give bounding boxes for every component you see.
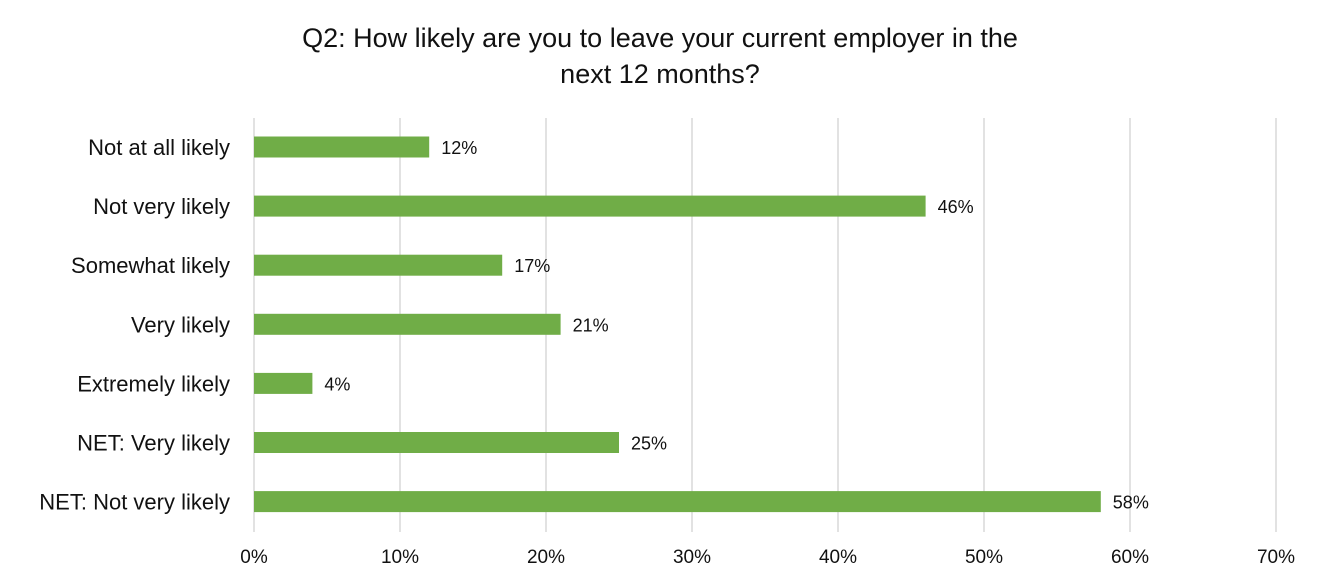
category-label: NET: Very likely bbox=[77, 431, 230, 456]
x-axis-tick-labels: 0% 10% 20% 30% 40% 50% 60% 70% bbox=[240, 547, 1295, 568]
bars bbox=[254, 136, 1101, 513]
x-tick-label: 50% bbox=[965, 547, 1003, 568]
data-label: 21% bbox=[573, 315, 609, 335]
bar bbox=[254, 195, 926, 217]
bar bbox=[254, 313, 561, 335]
x-tick-label: 0% bbox=[240, 547, 268, 568]
x-tick-label: 60% bbox=[1111, 547, 1149, 568]
category-label: Very likely bbox=[131, 312, 230, 337]
chart-title: Q2: How likely are you to leave your cur… bbox=[0, 20, 1320, 92]
x-tick-label: 70% bbox=[1257, 547, 1295, 568]
chart-title-line-2: next 12 months? bbox=[560, 59, 760, 89]
bar bbox=[254, 372, 313, 394]
x-tick-label: 10% bbox=[381, 547, 419, 568]
bar bbox=[254, 432, 619, 453]
category-label: NET: Not very likely bbox=[39, 490, 230, 515]
data-label: 17% bbox=[514, 256, 550, 276]
data-labels: 12% 46% 17% 21% 4% 25% 58% bbox=[324, 138, 1148, 513]
x-tick-label: 40% bbox=[819, 547, 857, 568]
chart-title-line-1: Q2: How likely are you to leave your cur… bbox=[302, 23, 1018, 53]
category-label: Extremely likely bbox=[77, 371, 230, 396]
category-label: Somewhat likely bbox=[71, 253, 230, 278]
bar bbox=[254, 254, 503, 276]
bar bbox=[254, 491, 1101, 513]
data-label: 12% bbox=[441, 138, 477, 158]
bar bbox=[254, 136, 430, 158]
data-label: 46% bbox=[938, 197, 974, 217]
x-tick-label: 20% bbox=[527, 547, 565, 568]
data-label: 58% bbox=[1113, 493, 1149, 513]
category-label: Not at all likely bbox=[88, 135, 230, 160]
category-label: Not very likely bbox=[93, 194, 230, 219]
data-label: 25% bbox=[631, 434, 667, 454]
data-label: 4% bbox=[324, 374, 350, 394]
category-labels: Not at all likely Not very likely Somewhat… bbox=[39, 135, 230, 515]
x-tick-label: 30% bbox=[673, 547, 711, 568]
